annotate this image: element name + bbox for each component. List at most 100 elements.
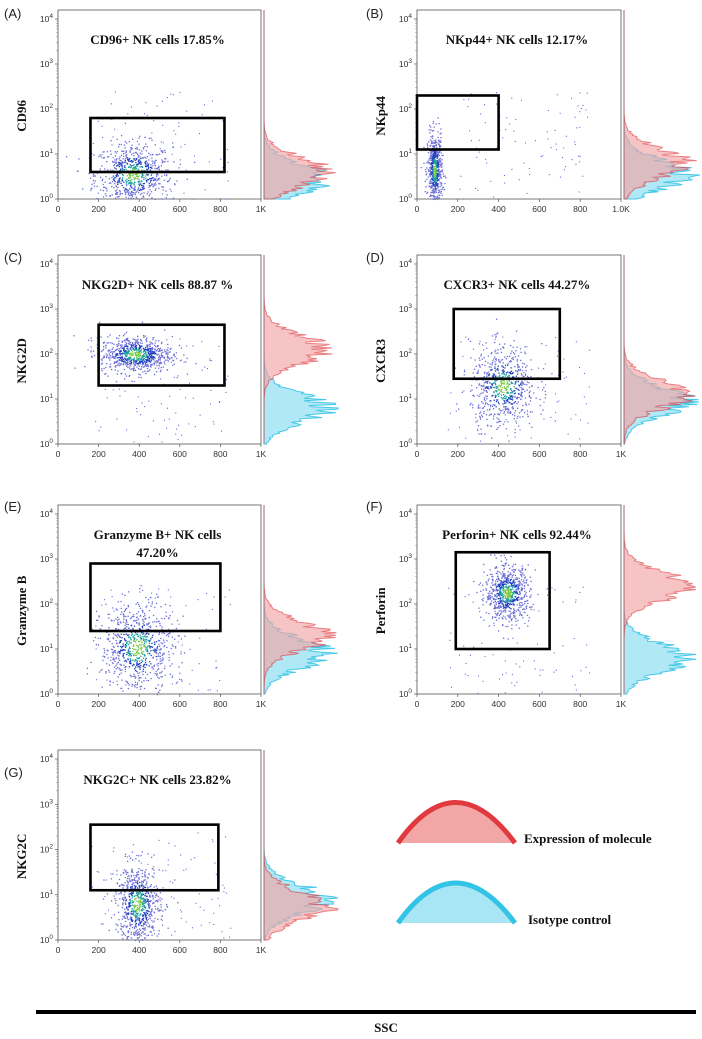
event-dot (432, 150, 435, 153)
event-dot (506, 577, 508, 579)
event-dot (136, 164, 138, 166)
event-dot (125, 361, 127, 363)
event-dot (522, 362, 524, 364)
event-dot (103, 357, 105, 359)
event-dot (155, 188, 157, 190)
event-dot (430, 162, 432, 165)
event-dot (142, 347, 144, 349)
event-dot (135, 347, 138, 349)
event-dot (498, 593, 500, 595)
event-dot (430, 144, 432, 147)
event-dot (433, 185, 435, 187)
event-dot (115, 360, 118, 362)
event-dot (556, 355, 558, 357)
event-dot (138, 352, 140, 355)
event-dot (180, 653, 182, 655)
event-dot (132, 354, 134, 357)
plot-frame (57, 504, 262, 695)
event-dot (425, 174, 427, 176)
event-dot (154, 182, 157, 184)
y-tick-label: 103 (40, 303, 53, 314)
event-dot (105, 195, 107, 197)
event-dot (478, 404, 480, 406)
event-dot (136, 366, 138, 368)
event-dot (510, 573, 512, 575)
event-dot (497, 352, 499, 354)
x-tick-label: 600 (173, 699, 187, 709)
event-dot (478, 139, 480, 141)
event-dot (479, 359, 481, 361)
event-dot (144, 661, 147, 664)
event-dot (141, 625, 143, 628)
event-dot (158, 166, 160, 169)
event-dot (526, 389, 528, 391)
event-dot (505, 577, 507, 579)
event-dot (498, 372, 500, 374)
x-tick-label: 0 (56, 699, 61, 709)
event-dot (496, 369, 498, 371)
event-dot (166, 174, 168, 176)
event-dot (496, 589, 498, 591)
event-dot (511, 628, 513, 630)
event-dot (514, 616, 516, 618)
event-dot (148, 137, 150, 140)
event-dot (506, 598, 508, 600)
event-dot (476, 591, 478, 594)
expression-histogram (263, 10, 336, 200)
event-dot (438, 194, 440, 196)
event-dot (121, 358, 123, 360)
event-dot (510, 591, 512, 593)
event-dot (134, 167, 137, 169)
event-dot (146, 340, 148, 342)
event-dot (104, 168, 106, 170)
event-dot (554, 589, 556, 591)
event-dot (500, 601, 502, 603)
event-dot (502, 583, 504, 585)
event-dot (117, 619, 119, 621)
event-dot (437, 170, 439, 172)
event-dot (431, 162, 433, 164)
event-dot (427, 176, 430, 178)
event-dot (117, 676, 119, 678)
event-dot (500, 592, 502, 594)
event-dot (104, 388, 106, 390)
y-tick-label: 100 (40, 193, 53, 204)
event-dot (105, 176, 107, 178)
x-tick-label: 800 (213, 699, 227, 709)
event-dot (154, 357, 156, 359)
event-dot (528, 167, 530, 169)
event-dot (440, 140, 442, 142)
event-dot (130, 166, 132, 168)
event-dot (106, 151, 108, 153)
event-dot (143, 621, 145, 623)
event-dot (496, 593, 498, 595)
event-dot (463, 374, 465, 376)
event-dot (488, 598, 490, 600)
event-dot (485, 414, 488, 416)
event-dot (104, 193, 107, 195)
event-dot (165, 197, 167, 199)
event-dot (130, 194, 132, 196)
event-dot (503, 391, 505, 393)
event-dot (173, 363, 175, 365)
event-dot (429, 174, 431, 176)
event-dot (521, 587, 524, 589)
event-dot (115, 657, 117, 659)
event-dot (120, 169, 122, 171)
event-dot (479, 394, 481, 396)
event-dot (134, 641, 137, 643)
event-dot (132, 192, 134, 194)
event-dot (128, 634, 130, 636)
event-dot (150, 354, 153, 356)
event-dot (116, 192, 119, 194)
event-dot (145, 352, 147, 355)
event-dot (142, 666, 144, 668)
event-dot (439, 145, 441, 148)
event-dot (132, 368, 135, 370)
event-dot (100, 336, 102, 338)
event-dot (436, 184, 438, 186)
event-dot (149, 360, 151, 363)
event-dot (491, 335, 494, 337)
event-dot (129, 653, 131, 655)
event-dot (149, 647, 151, 649)
